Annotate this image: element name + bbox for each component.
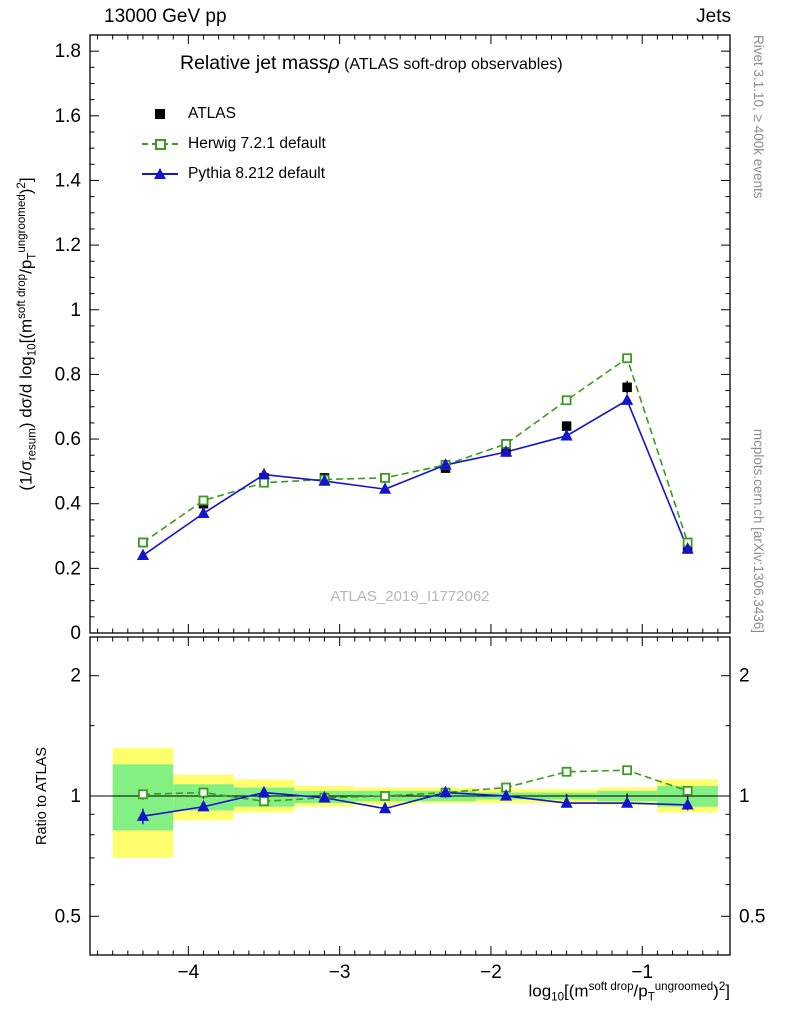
svg-text:0.6: 0.6 [55,429,81,450]
beam-energy-label: 13000 GeV pp [104,6,227,27]
svg-text:2: 2 [739,666,750,687]
mcplots-reference-label: mcplots.cern.ch [arXiv:1306.3436] [751,428,766,633]
atlas-square-marker-icon [142,107,178,121]
svg-text:0: 0 [70,623,81,644]
herwig-open-square-marker-icon [142,137,178,151]
svg-text:−4: −4 [178,962,200,983]
pythia-triangle-marker-icon [142,167,178,181]
legend-item-herwig: Herwig 7.2.1 default [142,129,326,159]
svg-text:−1: −1 [631,962,653,983]
plot-title-paren: (ATLAS soft-drop observables) [339,56,563,73]
svg-text:−3: −3 [329,962,351,983]
plot-title: Relative jet massρ (ATLAS soft-drop obse… [180,52,563,75]
svg-text:−2: −2 [480,962,502,983]
svg-text:0.4: 0.4 [55,494,82,515]
svg-text:1.4: 1.4 [55,170,82,191]
svg-text:0.2: 0.2 [55,558,81,579]
ratio-axis-label: Ratio to ATLAS [34,746,50,846]
svg-text:2: 2 [70,666,81,687]
jets-label: Jets [696,6,731,27]
svg-text:1: 1 [70,786,81,807]
svg-text:0.8: 0.8 [55,364,81,385]
x-axis-label: log10[(msoft drop/pTungroomed)2] [528,981,730,1004]
svg-text:1.6: 1.6 [55,106,81,127]
legend-item-atlas: ATLAS [142,99,326,129]
svg-text:1: 1 [739,786,750,807]
svg-text:1.8: 1.8 [55,41,81,62]
legend-label-herwig: Herwig 7.2.1 default [188,135,326,152]
svg-text:0.5: 0.5 [55,906,81,927]
analysis-watermark: ATLAS_2019_I1772062 [330,588,490,605]
legend: ATLAS Herwig 7.2.1 default Pythia 8.212 … [142,99,326,189]
rivet-version-label: Rivet 3.1.10, ≥ 400k events [751,35,766,199]
svg-text:1.2: 1.2 [55,235,81,256]
svg-text:1: 1 [70,300,81,321]
svg-text:0.5: 0.5 [739,906,765,927]
legend-item-pythia: Pythia 8.212 default [142,159,326,189]
legend-label-atlas: ATLAS [188,105,236,122]
plot-title-rho: ρ [328,52,340,74]
y-axis-label: (1/σresum) dσ/d log10[(msoft drop/pTungr… [16,177,39,491]
legend-label-pythia: Pythia 8.212 default [188,165,326,182]
plot-title-main: Relative jet mass [180,52,329,74]
